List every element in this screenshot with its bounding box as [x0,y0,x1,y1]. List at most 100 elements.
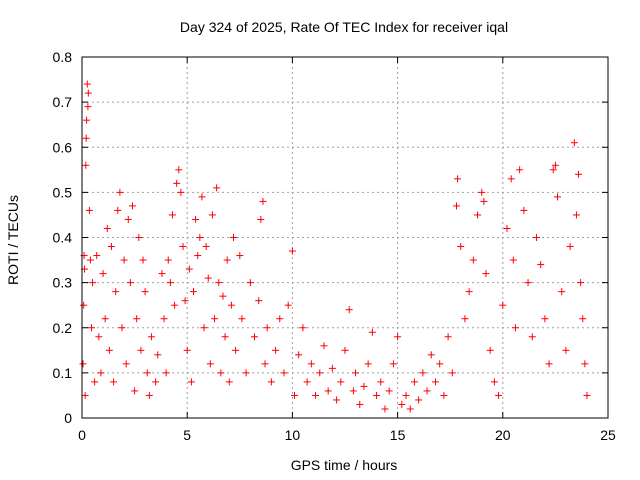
data-point [171,301,179,309]
data-point [457,243,465,251]
data-point [394,333,402,341]
data-point [97,369,105,377]
chart-title: Day 324 of 2025, Rate Of TEC Index for r… [180,19,508,35]
data-point [204,274,212,282]
data-point [246,279,254,287]
data-point [280,369,288,377]
data-point [516,166,524,174]
data-point [360,382,368,390]
data-point [82,161,90,169]
data-point [145,391,153,399]
data-point [448,369,456,377]
data-point [175,166,183,174]
data-point [99,270,107,278]
data-point [581,360,589,368]
data-point [532,234,540,241]
data-point [341,346,349,354]
y-tick-label: 0.5 [53,184,73,200]
data-point [307,360,315,368]
data-point [291,391,299,399]
data-point [377,378,385,386]
data-point [89,279,97,287]
data-point [356,400,364,408]
data-point [126,279,134,287]
data-point [499,301,507,309]
data-point [192,215,200,223]
data-point [352,369,360,377]
x-tick-label: 25 [600,427,616,443]
y-tick-label: 0.6 [53,139,73,155]
data-point [173,179,181,187]
data-point [520,206,528,214]
x-tick-label: 20 [495,427,511,443]
y-tick-label: 0.3 [53,275,73,291]
data-point [223,256,231,264]
data-point [257,215,265,223]
data-point [509,256,517,264]
data-point [554,193,562,201]
data-point [208,211,216,219]
data-point [114,206,122,214]
data-point [551,161,559,169]
data-point [406,405,414,413]
data-point [410,378,418,386]
data-point [215,279,223,287]
data-point [107,243,115,251]
data-point [190,288,198,296]
data-point [91,378,99,386]
data-point [219,292,227,300]
data-point [211,315,219,323]
data-point [194,252,202,260]
y-tick-label: 0.7 [53,94,73,110]
x-tick-label: 10 [285,427,301,443]
data-point [453,202,461,210]
data-point [187,378,195,386]
data-point [276,315,284,323]
data-point [116,188,124,196]
data-point [541,315,549,323]
data-point [83,80,91,88]
data-point [436,360,444,368]
data-point [229,234,237,241]
data-point [299,324,307,332]
data-point [166,279,174,287]
data-point [284,301,292,309]
data-point [349,387,357,395]
data-point [272,346,280,354]
data-point [164,256,172,264]
data-point [583,391,591,399]
data-point [147,333,155,341]
data-point [259,197,267,205]
data-point [213,184,221,192]
data-point [482,270,490,278]
data-point [572,211,580,219]
data-point [232,346,240,354]
data-point [537,261,545,269]
data-point [490,378,498,386]
grid-layer [82,57,608,418]
data-point [122,360,130,368]
data-point [139,256,147,264]
data-point [227,301,235,309]
data-point [368,328,376,336]
data-point [503,224,511,232]
data-point [158,270,166,278]
data-point [177,188,185,196]
data-point [137,346,145,354]
data-point [154,351,162,359]
data-point [511,324,519,332]
data-point [288,247,296,255]
data-point [398,400,406,408]
data-point [337,378,345,386]
data-point [85,206,93,214]
y-axis-title: ROTI / TECUs [5,195,21,285]
data-point [128,202,136,210]
data-point [444,333,452,341]
data-point [82,134,90,142]
data-point [566,243,574,251]
data-point [549,166,557,174]
data-point [440,391,448,399]
data-point [579,315,587,323]
